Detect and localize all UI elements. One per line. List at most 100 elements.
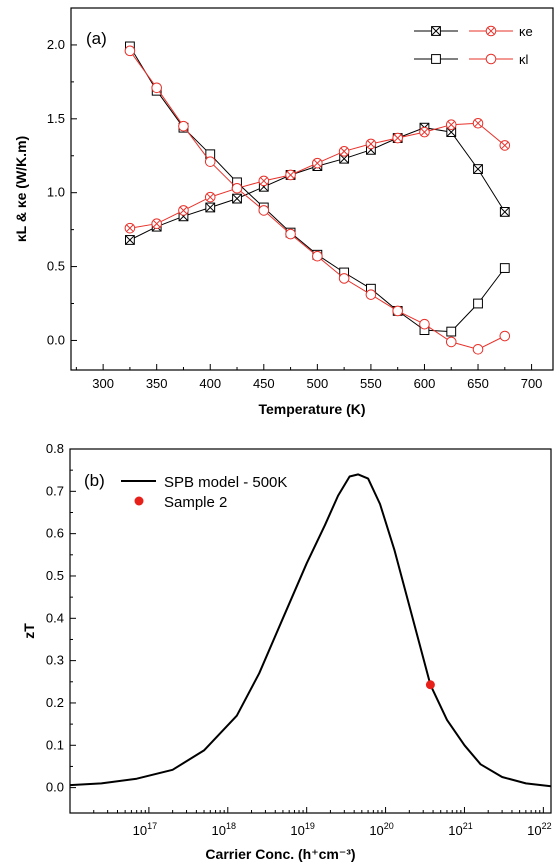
y-tick-label: 0.3 — [46, 653, 64, 668]
x-tick-exp: 17 — [147, 821, 157, 831]
marker-cross — [179, 206, 187, 214]
marker-cross — [287, 171, 295, 179]
square-marker — [499, 263, 510, 273]
circle-marker — [124, 45, 136, 57]
x-tick-label: 350 — [146, 376, 168, 391]
legend-entry: κl — [469, 52, 529, 67]
x-tick-label: 1017 — [133, 821, 157, 838]
x-tick-exp: 20 — [384, 821, 394, 831]
x-tick-label: 450 — [253, 376, 275, 391]
chart-panel-a: 300 350 400 450 500 550 600 650 700 0.0 0.5 1.0 1.5 2… — [13, 7, 554, 417]
x-tick-label: 550 — [360, 376, 382, 391]
y-tick-label: 0.5 — [47, 259, 65, 274]
circle-marker — [419, 318, 430, 330]
x-tick-label: 650 — [467, 376, 489, 391]
marker-cross — [474, 119, 482, 127]
marker-cross — [501, 141, 509, 149]
x-tick-label: 300 — [92, 376, 114, 391]
x-tick-exp: 18 — [226, 821, 236, 831]
marker-cross — [446, 127, 456, 137]
y-tick-label: 0.0 — [46, 780, 64, 795]
marker-cross — [313, 159, 321, 167]
legend-entry — [414, 26, 458, 36]
y-tick-label: 0.4 — [46, 610, 64, 625]
x-tick-label: 1022 — [527, 821, 551, 838]
marker-cross — [126, 224, 134, 232]
legend-label: κe — [519, 24, 533, 39]
circle-marker — [472, 344, 484, 355]
x-tick-exp: 21 — [463, 821, 473, 831]
circle-marker — [285, 228, 296, 240]
chart-panel-b: 1017 1018 1019 1020 1021 10220.00.10.20.30.40… — [21, 441, 552, 862]
series-3 — [125, 41, 510, 337]
marker-cross — [431, 26, 441, 36]
x-tick-base: 10 — [369, 823, 383, 838]
circle-marker — [392, 305, 403, 317]
square-marker — [431, 54, 441, 64]
x-axis-title: Carrier Conc. (h⁺cm⁻³) — [205, 846, 355, 862]
marker-cross — [367, 140, 375, 148]
circle-marker — [485, 53, 497, 65]
marker-cross — [487, 27, 495, 35]
circle-marker — [151, 82, 162, 94]
circle-marker — [178, 120, 189, 132]
x-tick-label: 1021 — [448, 821, 472, 838]
legend-marker — [134, 496, 144, 506]
circle-marker — [338, 273, 350, 284]
marker-cross — [473, 164, 483, 174]
circle-marker — [258, 205, 270, 216]
y-tick-label: 0.6 — [46, 526, 64, 541]
square-marker — [446, 326, 457, 337]
series-2 — [124, 117, 511, 234]
x-tick-label: 700 — [521, 376, 543, 391]
marker-cross — [206, 193, 214, 201]
marker-cross — [205, 202, 215, 213]
legend-entry: κe — [469, 24, 533, 39]
x-tick-label: 1020 — [369, 821, 393, 838]
square-marker — [473, 298, 483, 309]
plot-frame — [70, 7, 554, 371]
series-1 — [125, 122, 510, 245]
circle-marker — [204, 156, 216, 167]
marker-cross — [394, 134, 402, 142]
marker-cross — [153, 220, 161, 228]
x-tick-label: 400 — [199, 376, 221, 391]
legend-label: SPB model - 500K — [164, 474, 287, 491]
circle-marker — [365, 289, 377, 300]
data-point — [425, 680, 435, 690]
legend: κe κl — [414, 24, 533, 67]
series-line — [69, 473, 552, 788]
circle-marker — [231, 182, 243, 194]
marker-cross — [420, 128, 428, 136]
marker-cross — [260, 177, 268, 185]
marker-cross — [500, 207, 510, 217]
marker-cross — [340, 147, 348, 155]
legend: SPB model - 500K Sample 2 — [121, 474, 287, 511]
marker-cross — [125, 235, 135, 245]
x-tick-exp: 22 — [542, 821, 552, 831]
y-tick-label: 0.8 — [46, 441, 64, 456]
y-tick-label: 0.0 — [47, 332, 65, 347]
x-tick-exp: 19 — [305, 821, 315, 831]
x-tick-base: 10 — [133, 823, 147, 838]
circle-marker — [445, 336, 457, 348]
series-4 — [124, 45, 511, 355]
x-tick-base: 10 — [527, 823, 541, 838]
y-axis-title: zT — [21, 623, 37, 639]
y-tick-label: 1.5 — [47, 111, 65, 126]
series-line — [129, 46, 506, 333]
x-tick-base: 10 — [448, 823, 462, 838]
x-axis-title: Temperature (K) — [258, 401, 365, 417]
series-sample-2 — [425, 680, 435, 690]
series-line — [129, 50, 506, 350]
y-tick-label: 2.0 — [47, 37, 65, 52]
x-tick-label: 1019 — [290, 821, 314, 838]
x-tick-base: 10 — [212, 823, 226, 838]
circle-marker — [499, 330, 511, 342]
marker-cross — [339, 153, 349, 164]
plot-frame — [69, 448, 552, 814]
legend-entry — [414, 54, 458, 64]
marker-cross — [232, 193, 242, 204]
y-tick-label: 1.0 — [47, 185, 65, 200]
